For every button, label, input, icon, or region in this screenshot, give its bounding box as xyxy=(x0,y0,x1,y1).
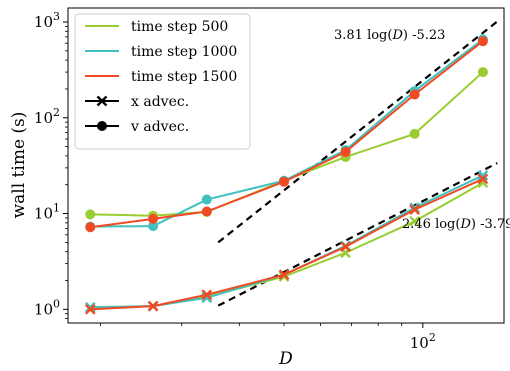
time-step-1500-x-advec-point xyxy=(201,289,213,301)
legend: time step 500 time step 1000 time step 150… xyxy=(74,13,251,150)
time-step-1500-x-advec-point xyxy=(84,303,96,315)
time-step-1500-v-advec-point xyxy=(85,222,96,233)
time-step-1000-v-advec-point xyxy=(148,221,159,232)
y-tick-label: 100 xyxy=(34,297,60,318)
x-tick-label: 102 xyxy=(410,331,436,352)
y-tick-label: 103 xyxy=(34,10,60,31)
time-step-1500-v-advec-point xyxy=(201,206,212,217)
time-step-1500-x-advec-point xyxy=(340,241,351,253)
time-step-1500-x-advec-point xyxy=(278,269,290,281)
time-step-1000-v-advec-point xyxy=(201,194,212,205)
time-step-1500-v-advec-point xyxy=(148,213,159,224)
data-series xyxy=(84,34,489,315)
time-step-1500-v-advec-point xyxy=(477,36,488,47)
time-step-500-v-advec-point xyxy=(85,209,96,220)
legend-o-marker xyxy=(97,121,107,131)
y-tick-label: 102 xyxy=(34,106,60,127)
time-step-1500-v-advec-point xyxy=(340,146,351,157)
legend-box xyxy=(74,13,251,150)
time-step-1000-x-advec-point xyxy=(84,301,96,313)
time-step-1500-x-advec-point xyxy=(409,204,420,215)
time-step-500-v-advec-point xyxy=(477,67,488,78)
time-step-500-v-advec-point xyxy=(409,128,420,139)
legend-label-1: time step 500 xyxy=(131,19,228,35)
time-step-1500-v-advec-point xyxy=(279,176,290,187)
fit-label-2: 2.46 log(D) -3.79 xyxy=(402,217,510,232)
legend-x-marker xyxy=(96,95,108,107)
time-step-500-x-advec-point xyxy=(409,215,420,227)
legend-label-3: time step 1500 xyxy=(131,69,237,85)
legend-label-4: x advec. xyxy=(131,94,189,110)
time-step-1500-x-advec-point xyxy=(477,173,489,185)
legend-label-2: time step 1000 xyxy=(131,44,237,60)
legend-label-5: v advec. xyxy=(130,119,189,135)
time-step-1500-v-advec-point xyxy=(409,89,420,100)
time-step-1000-x-advec-point xyxy=(477,170,489,181)
fit-label-1: 3.81 log(D) -5.23 xyxy=(334,28,445,43)
x-axis-label: D xyxy=(278,349,293,369)
fit-annotations: 3.81 log(D) -5.23 2.46 log(D) -3.79 xyxy=(334,28,510,232)
time-step-1500-x-advec-point xyxy=(147,300,159,312)
axis-ticks: 102 100 101 102 103 xyxy=(34,10,436,352)
y-axis-label: wall time (s) xyxy=(9,112,29,219)
y-tick-label: 101 xyxy=(34,202,60,223)
